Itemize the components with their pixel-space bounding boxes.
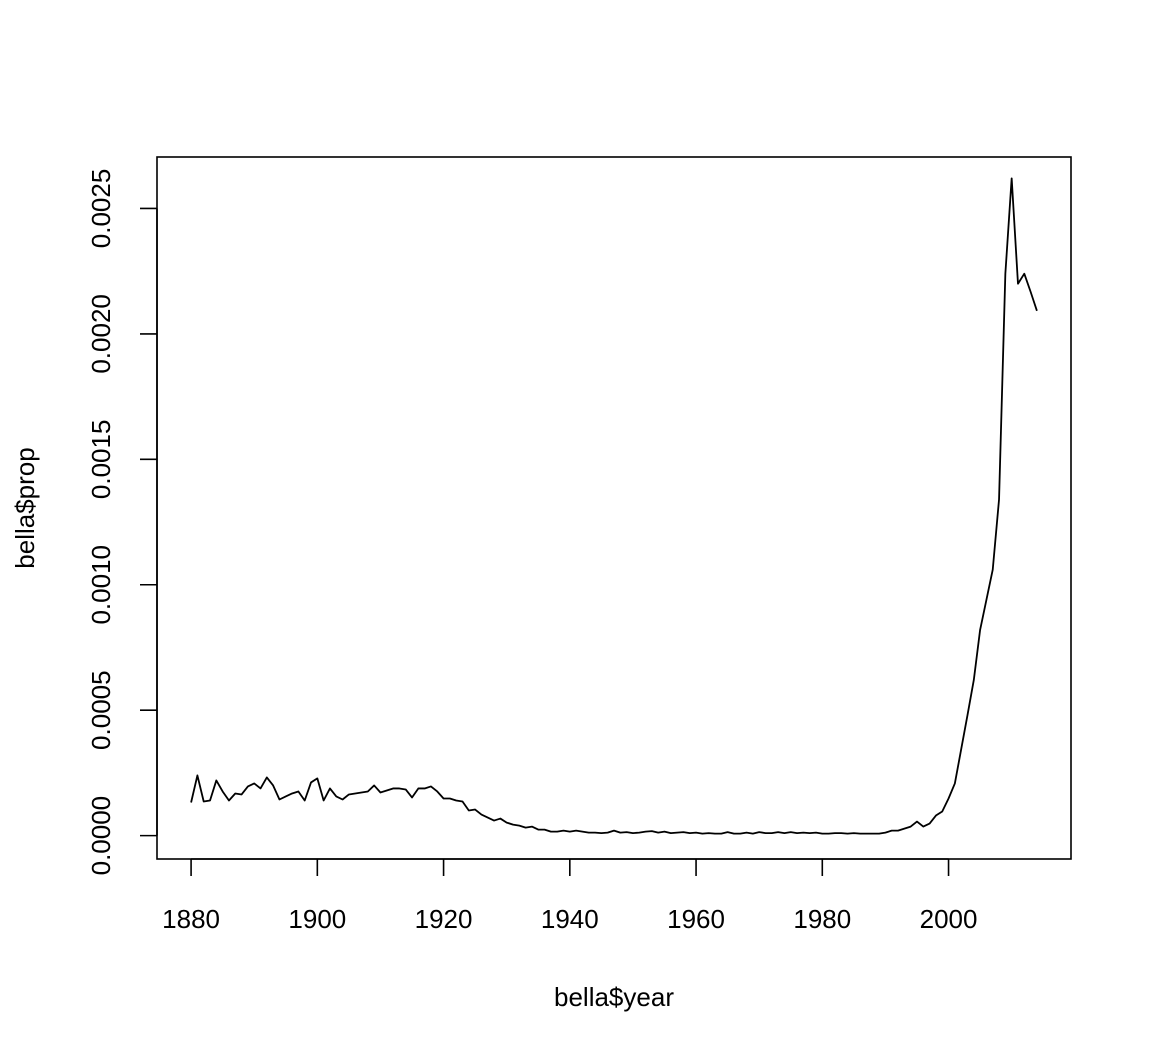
y-axis-label: bella$prop (10, 447, 40, 568)
y-tick-label: 0.0025 (86, 169, 116, 249)
y-tick-label: 0.0010 (86, 545, 116, 625)
x-tick-label: 1960 (667, 904, 725, 934)
y-tick-label: 0.0015 (86, 420, 116, 500)
x-axis: 1880 1900 1920 1940 1960 1980 2000 (162, 858, 978, 934)
x-axis-label: bella$year (554, 982, 674, 1012)
x-tick-label: 1940 (541, 904, 599, 934)
x-tick-label: 2000 (920, 904, 978, 934)
x-tick-label: 1920 (415, 904, 473, 934)
y-tick-label: 0.0000 (86, 796, 116, 876)
y-tick-label: 0.0005 (86, 670, 116, 750)
x-tick-label: 1900 (288, 904, 346, 934)
x-tick-label: 1880 (162, 904, 220, 934)
series-line (190, 177, 1038, 835)
x-tick-label: 1980 (793, 904, 851, 934)
y-axis: 0.0000 0.0005 0.0010 0.0015 0.0020 0.0025 (86, 169, 158, 876)
plot-frame (156, 156, 1072, 860)
y-tick-label: 0.0020 (86, 294, 116, 374)
